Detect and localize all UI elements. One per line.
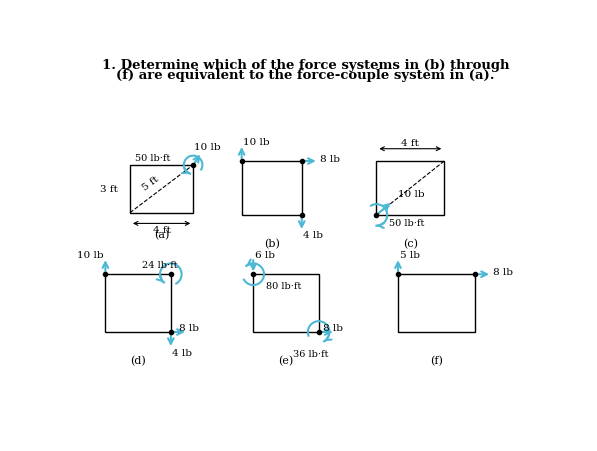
Text: (c): (c) [403, 238, 418, 248]
Text: 80 lb·ft: 80 lb·ft [266, 281, 301, 290]
Text: 4 ft: 4 ft [401, 139, 419, 148]
Text: 50 lb·ft: 50 lb·ft [135, 153, 170, 162]
Text: 1. Determine which of the force systems in (b) through: 1. Determine which of the force systems … [102, 59, 509, 72]
Text: 50 lb·ft: 50 lb·ft [389, 219, 424, 228]
Text: 24 lb·ft: 24 lb·ft [141, 261, 177, 270]
Text: 3 ft: 3 ft [100, 185, 118, 194]
Text: 10 lb: 10 lb [193, 143, 220, 152]
Text: 36 lb·ft: 36 lb·ft [293, 349, 329, 358]
Bar [242, 161, 301, 216]
Bar [398, 275, 475, 332]
Text: 8 lb: 8 lb [324, 323, 343, 332]
Text: (b): (b) [264, 238, 279, 248]
Text: 8 lb: 8 lb [179, 323, 199, 332]
Text: 10 lb: 10 lb [398, 189, 424, 198]
Bar [130, 166, 193, 213]
Text: 4 ft: 4 ft [153, 226, 171, 235]
Text: (e): (e) [278, 355, 294, 365]
Text: (f) are equivalent to the force-couple system in (a).: (f) are equivalent to the force-couple s… [116, 69, 495, 82]
Text: 8 lb: 8 lb [494, 268, 513, 277]
Text: 10 lb: 10 lb [77, 250, 104, 259]
Text: 10 lb: 10 lb [243, 137, 270, 146]
Bar [106, 275, 171, 332]
Text: 4 lb: 4 lb [303, 231, 323, 240]
Text: 5 ft: 5 ft [141, 174, 161, 192]
Text: (d): (d) [130, 355, 146, 365]
Text: (a): (a) [154, 230, 170, 240]
Text: 5 lb: 5 lb [399, 250, 420, 259]
Bar [377, 161, 444, 216]
Text: 6 lb: 6 lb [255, 250, 275, 259]
Bar [253, 275, 319, 332]
Text: (f): (f) [430, 355, 443, 365]
Text: 4 lb: 4 lb [173, 348, 192, 357]
Text: 8 lb: 8 lb [320, 155, 340, 164]
